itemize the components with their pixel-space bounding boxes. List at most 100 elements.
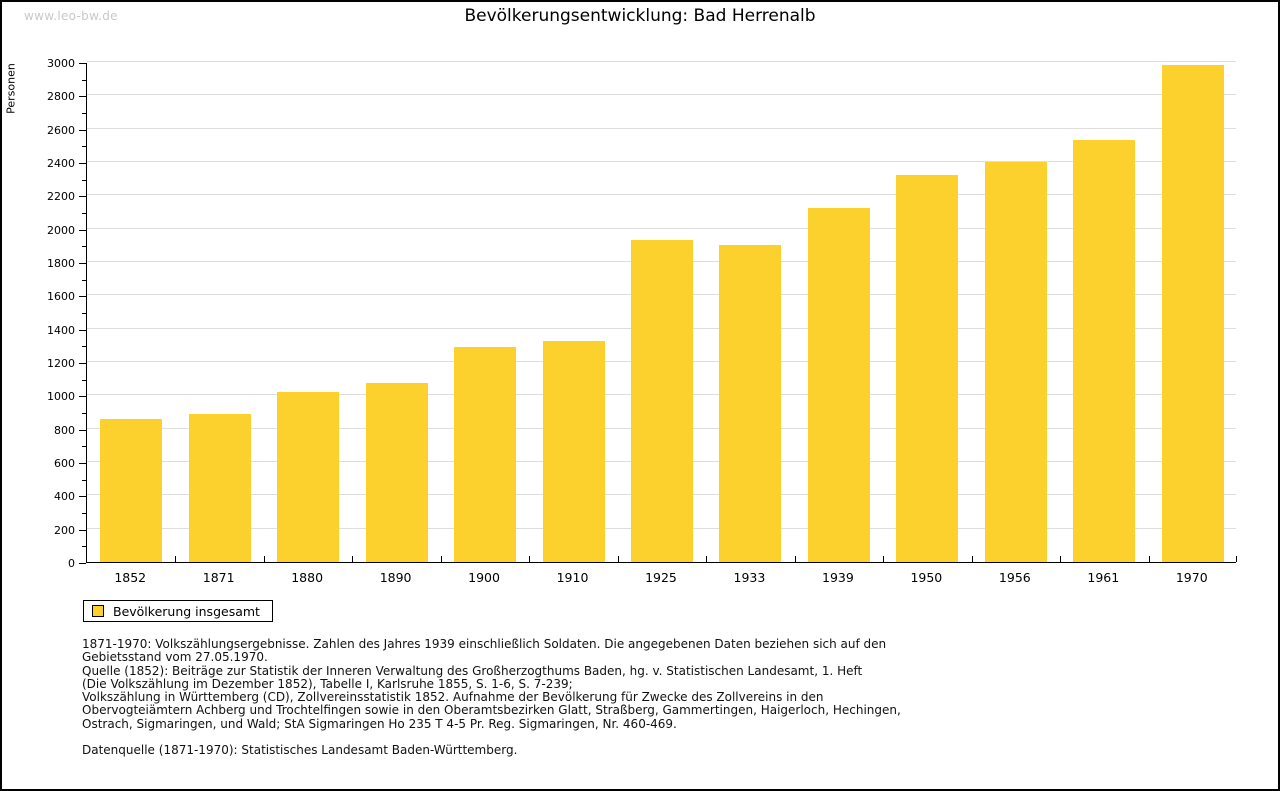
footnote-line: Gebietsstand vom 27.05.1970. <box>82 650 268 665</box>
y-tick-label-2600: 2600 <box>47 123 75 137</box>
x-tick-boundary-8 <box>795 556 796 562</box>
y-tick-1000 <box>79 396 86 398</box>
chart-title: Bevölkerungsentwicklung: Bad Herrenalb <box>464 6 816 26</box>
y-tick-900 <box>82 413 86 414</box>
y-tick-2200 <box>79 196 86 198</box>
x-axis-label-1933: 1933 <box>733 570 766 585</box>
y-tick-label-1800: 1800 <box>47 257 75 270</box>
footnotes: 1871-1970: Volkszählungsergebnisse. Zahl… <box>82 637 1202 758</box>
y-tick-200 <box>79 529 86 531</box>
gridline-2200 <box>87 194 1236 196</box>
bar-1852 <box>100 418 163 562</box>
gridline-2800 <box>87 94 1236 96</box>
footnote-line: Quelle (1852): Beiträge zur Statistik de… <box>82 663 863 678</box>
x-tick-boundary-1 <box>175 556 176 562</box>
footnote-line: Obervogteiämtern Achberg und Trochtelfin… <box>82 703 901 718</box>
y-tick-1200 <box>79 363 86 364</box>
y-tick-300 <box>82 513 86 514</box>
y-tick-label-0: 0 <box>68 557 75 570</box>
x-tick-boundary-2 <box>264 556 265 562</box>
y-tick-2700 <box>82 113 86 114</box>
y-tick-label-3000: 3000 <box>47 57 75 70</box>
x-axis-label-1871: 1871 <box>202 570 235 585</box>
x-axis-label-1890: 1890 <box>379 570 412 585</box>
x-tick-boundary-6 <box>618 556 619 562</box>
x-tick-boundary-5 <box>529 556 530 562</box>
x-tick-boundary-12 <box>1149 556 1150 562</box>
x-axis-label-1852: 1852 <box>114 570 147 585</box>
y-tick-2500 <box>82 146 86 148</box>
x-tick-boundary-7 <box>706 556 707 562</box>
x-axis-label-1961: 1961 <box>1087 570 1120 585</box>
y-tick-100 <box>82 546 86 548</box>
y-tick-2600 <box>79 129 86 131</box>
y-tick-0 <box>79 563 86 564</box>
bar-1961 <box>1073 140 1136 562</box>
y-tick-label-1200: 1200 <box>47 357 75 370</box>
y-tick-1600 <box>79 296 86 298</box>
x-axis-label-1956: 1956 <box>998 570 1031 585</box>
bar-1970 <box>1161 65 1224 562</box>
y-tick-2300 <box>82 179 86 181</box>
watermark: www.leo-bw.de <box>24 9 118 23</box>
bar-1939 <box>807 207 870 562</box>
x-axis-label-1925: 1925 <box>645 570 677 585</box>
x-axis-label-1900: 1900 <box>468 570 500 585</box>
x-tick-boundary-4 <box>441 556 442 562</box>
x-axis-label-1970: 1970 <box>1175 570 1208 585</box>
y-tick-label-400: 400 <box>54 490 75 504</box>
data-source-line: Datenquelle (1871-1970): Statistisches L… <box>82 743 518 758</box>
y-tick-1400 <box>79 329 86 331</box>
bar-1956 <box>984 162 1047 562</box>
bar-1933 <box>719 244 782 562</box>
gridline-2600 <box>87 127 1236 129</box>
plot-area <box>86 61 1237 563</box>
x-axis-label-1910: 1910 <box>556 570 589 585</box>
y-tick-1100 <box>82 379 86 381</box>
y-tick-label-1400: 1400 <box>47 323 75 337</box>
bar-1950 <box>896 174 959 562</box>
y-tick-400 <box>79 496 86 498</box>
y-tick-label-2000: 2000 <box>47 223 75 237</box>
footnote-line: Volkszählung in Württemberg (CD), Zollve… <box>82 690 824 705</box>
y-tick-label-800: 800 <box>54 423 75 437</box>
y-tick-1700 <box>82 279 86 281</box>
y-tick-2900 <box>82 79 86 81</box>
footnote-line: Ostrach, Sigmaringen, und Wald; StA Sigm… <box>82 716 677 731</box>
gridline-3000 <box>87 61 1236 62</box>
bar-1880 <box>277 392 340 562</box>
bar-1890 <box>365 382 428 562</box>
gridline-2000 <box>87 227 1236 229</box>
y-tick-2000 <box>79 229 86 231</box>
y-tick-1800 <box>79 263 86 264</box>
bar-1900 <box>454 347 517 562</box>
x-axis-label-1939: 1939 <box>822 570 854 585</box>
y-tick-2100 <box>82 213 86 214</box>
y-tick-label-200: 200 <box>54 523 75 537</box>
y-tick-label-1600: 1600 <box>47 290 75 304</box>
legend: Bevölkerung insgesamt <box>83 600 273 622</box>
y-tick-800 <box>79 429 86 431</box>
y-tick-1500 <box>82 313 86 314</box>
bar-1871 <box>188 413 251 562</box>
x-tick-boundary-13 <box>1236 556 1237 562</box>
y-tick-label-2200: 2200 <box>47 190 75 204</box>
legend-swatch-icon <box>92 605 104 617</box>
x-axis-label-1950: 1950 <box>910 570 943 585</box>
x-tick-boundary-9 <box>883 556 884 562</box>
y-tick-label-600: 600 <box>54 457 75 470</box>
y-tick-label-1000: 1000 <box>47 390 75 404</box>
y-tick-500 <box>82 479 86 481</box>
x-tick-boundary-10 <box>972 556 973 562</box>
y-tick-3000 <box>79 63 86 64</box>
y-tick-1900 <box>82 246 86 248</box>
footnote-line: 1871-1970: Volkszählungsergebnisse. Zahl… <box>82 637 887 651</box>
x-tick-boundary-3 <box>352 556 353 562</box>
x-axis-label-1880: 1880 <box>291 570 324 585</box>
bar-1925 <box>631 239 693 562</box>
legend-label: Bevölkerung insgesamt <box>113 603 260 619</box>
y-tick-label-2800: 2800 <box>47 90 75 104</box>
y-tick-label-2400: 2400 <box>47 157 75 170</box>
y-tick-2800 <box>79 96 86 98</box>
